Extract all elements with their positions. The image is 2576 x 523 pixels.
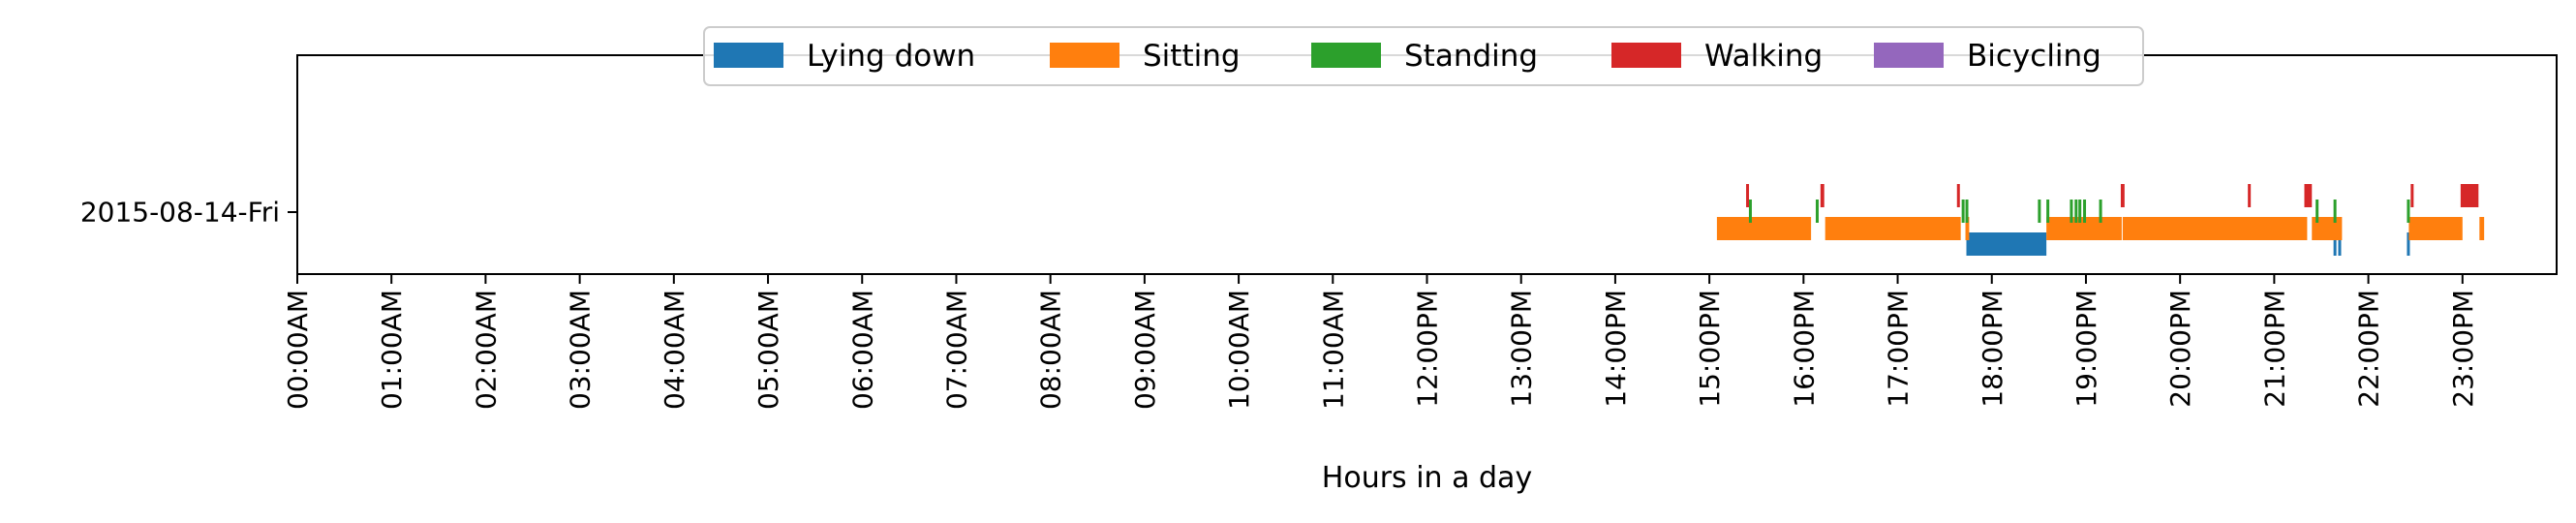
standing-segment (2099, 200, 2102, 223)
x-tick-label: 08:00AM (1035, 290, 1067, 410)
legend-entry-lying-down: Lying down (714, 39, 975, 74)
x-tick-label: 14:00PM (1600, 290, 1632, 408)
legend-label: Lying down (807, 39, 975, 74)
standing-segment (1965, 200, 1969, 223)
x-tick-label: 21:00PM (2258, 290, 2290, 408)
legend: Lying down Sitting Standing Walking Bicyclin… (703, 26, 2144, 86)
lying-down-segment (2333, 232, 2337, 256)
x-tick-label: 04:00AM (659, 290, 690, 410)
x-tick-label: 05:00AM (752, 290, 784, 410)
x-tick-label: 17:00PM (1883, 290, 1915, 408)
y-axis: 2015-08-14-Fri (80, 197, 297, 229)
standing-segment (2407, 200, 2410, 223)
x-tick-label: 03:00AM (565, 290, 597, 410)
walking-segment (2120, 184, 2125, 207)
x-tick-label: 23:00PM (2447, 290, 2479, 408)
standing-segment (1748, 200, 1752, 223)
legend-label: Walking (1704, 39, 1823, 74)
lying-down-segment (1966, 232, 2047, 256)
walking-segment (2460, 184, 2479, 207)
y-tick-label: 2015-08-14-Fri (80, 197, 280, 229)
legend-entry-standing: Standing (1311, 39, 1538, 74)
x-tick-label: 16:00PM (1788, 290, 1820, 408)
legend-label: Sitting (1143, 39, 1241, 74)
x-tick-label: 02:00AM (470, 290, 502, 410)
lying-down-segment (2338, 232, 2342, 256)
x-tick-label: 01:00AM (376, 290, 408, 410)
walking-segment (2304, 184, 2313, 207)
x-tick-label: 19:00PM (2070, 290, 2102, 408)
lying-down-segment (2407, 232, 2410, 256)
standing-segment (2070, 200, 2073, 223)
legend-swatch (1611, 43, 1681, 68)
walking-segment (2248, 184, 2252, 207)
x-tick-label: 15:00PM (1694, 290, 1726, 408)
x-tick-label: 22:00PM (2353, 290, 2385, 408)
x-tick-label: 11:00AM (1317, 290, 1349, 410)
legend-swatch (1874, 43, 1944, 68)
legend-box (703, 26, 2144, 86)
walking-segment (1956, 184, 1960, 207)
standing-segment (2333, 200, 2337, 223)
x-tick-label: 10:00AM (1223, 290, 1255, 410)
walking-segment (1820, 184, 1825, 207)
legend-label: Bicycling (1967, 39, 2101, 74)
legend-swatch (1311, 43, 1381, 68)
legend-swatch (1050, 43, 1119, 68)
legend-entry-walking: Walking (1611, 39, 1823, 74)
standing-segment (1961, 200, 1965, 223)
standing-segment (2315, 200, 2319, 223)
sitting-segment (1965, 217, 1970, 240)
sitting-segment (2479, 217, 2485, 240)
legend-swatch (714, 43, 783, 68)
x-axis: 00:00AM 01:00AM 02:00AM 03:00AM 04:00AM 05:00… (282, 274, 2479, 410)
activity-marks (1716, 184, 2485, 256)
x-tick-label: 20:00PM (2164, 290, 2196, 408)
x-tick-label: 00:00AM (282, 290, 314, 410)
x-tick-label: 18:00PM (1977, 290, 2009, 408)
sitting-segment (2122, 217, 2308, 240)
x-tick-label: 06:00AM (846, 290, 878, 410)
walking-segment (2410, 184, 2414, 207)
standing-segment (2074, 200, 2078, 223)
legend-entry-sitting: Sitting (1050, 39, 1241, 74)
standing-segment (2083, 200, 2087, 223)
standing-segment (1815, 200, 1819, 223)
x-axis-label: Hours in a day (1322, 461, 1532, 495)
x-tick-label: 13:00PM (1506, 290, 1538, 408)
walking-segment (1746, 184, 1750, 207)
legend-label: Standing (1404, 39, 1538, 74)
sitting-segment (1716, 217, 1812, 240)
x-tick-label: 12:00PM (1412, 290, 1444, 408)
sitting-segment (2408, 217, 2463, 240)
sitting-segment (1825, 217, 1961, 240)
standing-segment (2078, 200, 2082, 223)
standing-segment (2038, 200, 2041, 223)
standing-segment (2046, 200, 2050, 223)
x-tick-label: 07:00AM (940, 290, 972, 410)
legend-entry-bicycling: Bicycling (1874, 39, 2101, 74)
x-tick-label: 09:00AM (1129, 290, 1161, 410)
